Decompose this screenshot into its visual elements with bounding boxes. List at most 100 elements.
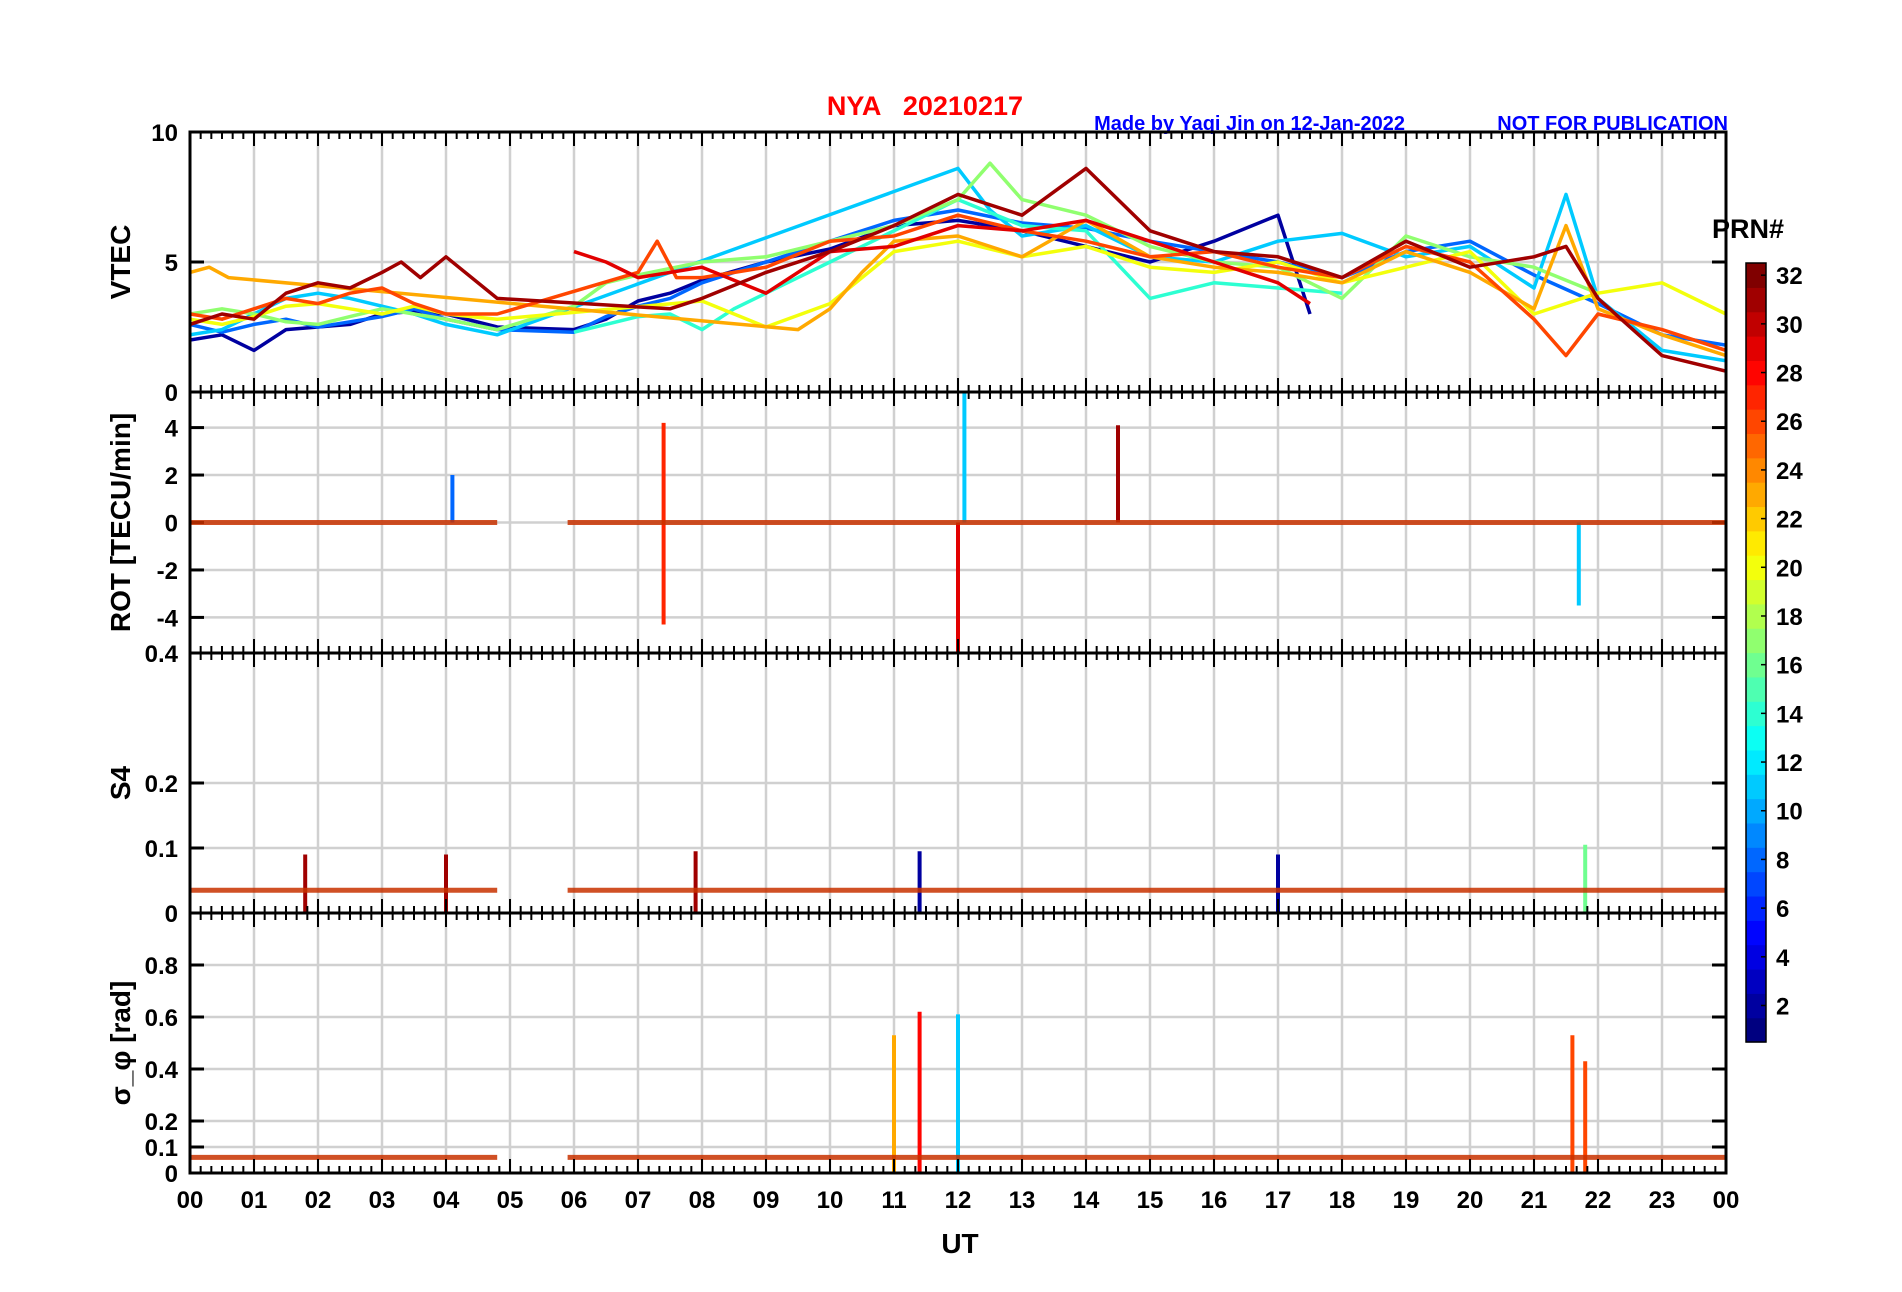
x-tick-label: 02 [305,1187,332,1214]
colorbar-segment [1746,871,1766,897]
x-tick-label: 08 [689,1187,716,1214]
colorbar-segment [1746,579,1766,605]
panel-1: 0 5 10 VTEC [105,120,1728,407]
y-axis-label: ROT [TECU/min] [105,413,136,632]
colorbar-segment [1746,847,1766,873]
vtec-trace-prn-26 [190,213,1726,358]
x-axis-label: UT [941,1228,978,1259]
y-tick-label: 0.4 [145,1057,179,1084]
x-tick-label: 23 [1649,1187,1676,1214]
panel-3: 0 0.1 0.2 0.4 S4 [105,641,1728,928]
colorbar-segment [1746,433,1766,459]
colorbar-tick-label: 16 [1776,653,1803,680]
colorbar-segment [1746,530,1766,556]
colorbar-segment [1746,336,1766,361]
x-tick-label: 10 [817,1187,844,1214]
y-tick-label: 0.2 [145,771,178,798]
colorbar-tick-label: 4 [1776,945,1790,972]
vtec-trace-prn-31 [190,166,1726,373]
y-tick-label: -2 [157,558,178,585]
colorbar-segment [1746,628,1766,654]
colorbar-segment [1746,409,1766,435]
colorbar-segment [1746,287,1766,313]
colorbar-segment [1746,798,1766,824]
colorbar-segment [1746,263,1766,288]
y-tick-label: 0 [165,1161,178,1188]
status-note: NOT FOR PUBLICATION [1497,113,1728,135]
panel-4: 00.10.2 0.4 0.6 0.8 σ_φ [rad] [105,911,1728,1188]
colorbar-segment [1746,457,1766,483]
colorbar-segment [1746,311,1766,337]
colorbar-segment [1746,360,1766,386]
vtec-trace-prn-29 [573,218,1311,306]
y-axis-label: σ_φ [rad] [105,981,136,1106]
x-tick-label: 00 [177,1187,204,1214]
y-tick-label: 0.1 [145,836,178,863]
colorbar-tick-label: 6 [1776,896,1789,923]
panel-traces [190,161,1726,373]
colorbar-segment [1746,944,1766,970]
y-tick-label: 0.1 [145,1135,178,1162]
colorbar-segment [1746,384,1766,410]
colorbar-tick-label: 8 [1776,847,1789,874]
colorbar-segment [1746,506,1766,532]
x-tick-label: 21 [1521,1187,1548,1214]
x-tick-label: 20 [1457,1187,1484,1214]
colorbar-segment [1746,993,1766,1019]
y-axis-label: S4 [105,765,136,800]
y-tick-label: 5 [165,250,178,277]
x-tick-label: 12 [945,1187,972,1214]
colorbar-tick-label: 12 [1776,750,1803,777]
colorbar-tick-label: 10 [1776,799,1803,826]
colorbar-tick-label: 20 [1776,555,1803,582]
vtec-trace-prn-11 [190,166,1726,363]
author-note: Made by Yaqi Jin on 12-Jan-2022 [1094,113,1405,135]
y-tick-label: 0.6 [145,1005,178,1032]
panel-2: -4 -2 0 2 4 ROT [TECU/min] [105,390,1728,655]
x-tick-label: 15 [1137,1187,1164,1214]
x-tick-label: 00 [1713,1187,1740,1214]
colorbar-segment [1746,749,1766,775]
colorbar-segment [1746,701,1766,727]
panel-frame [188,911,1728,1175]
colorbar-segment [1746,652,1766,678]
y-tick-label: 0 [165,901,178,928]
colorbar-segment [1746,920,1766,946]
colorbar-segment [1746,555,1766,581]
x-tick-label: 09 [753,1187,780,1214]
colorbar-title: PRN# [1712,214,1784,244]
y-tick-label: -4 [157,605,179,632]
colorbar-tick-label: 22 [1776,507,1803,534]
colorbar-segment [1746,822,1766,848]
colorbar-tick-label: 28 [1776,361,1803,388]
colorbar-tick-label: 26 [1776,409,1803,436]
y-tick-label: 0 [165,380,178,407]
x-tick-label: 05 [497,1187,524,1214]
y-tick-label: 0.4 [145,641,179,668]
colorbar-segment [1746,676,1766,702]
y-tick-label: 4 [165,416,179,443]
vtec-trace-prn-14 [573,197,1343,334]
x-tick-label: 01 [241,1187,268,1214]
chart-title: NYA 20210217 [827,91,1023,121]
x-tick-label: 04 [433,1187,460,1214]
y-tick-label: 0 [165,511,178,538]
panel-traces [190,1011,1726,1173]
y-axis-label: VTEC [105,225,136,300]
x-tick-label: 11 [881,1187,906,1214]
y-tick-label: 2 [165,463,178,490]
colorbar-segment [1746,774,1766,800]
colorbar-segment [1746,895,1766,921]
colorbar-tick-label: 24 [1776,458,1803,485]
colorbar-frame [1745,262,1767,1043]
x-tick-label: 19 [1393,1187,1420,1214]
colorbar-segment [1746,968,1766,994]
x-tick-label: 06 [561,1187,588,1214]
colorbar-tick-label: 32 [1776,263,1803,290]
colorbar-tick-label: 18 [1776,604,1803,631]
y-tick-label: 0.8 [145,953,178,980]
colorbar-tick-label: 2 [1776,993,1789,1020]
x-tick-label: 03 [369,1187,396,1214]
x-tick-label: 07 [625,1187,652,1214]
